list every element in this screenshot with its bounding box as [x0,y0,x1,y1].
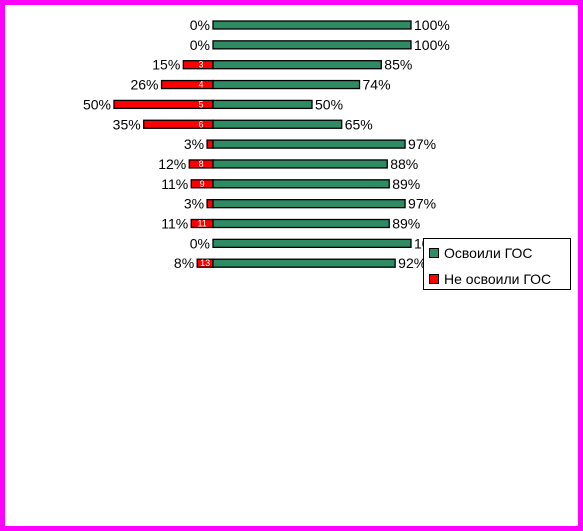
mastered-value-label: 89% [392,216,420,232]
bar-mastered [212,119,343,129]
not-mastered-value-label: 3% [184,136,204,152]
bar-number-label: 5 [198,99,203,109]
mastered-value-label: 88% [390,156,418,172]
legend-item-not-mastered: Не освоили ГОС [429,271,551,287]
legend-label-mastered: Освоили ГОС [444,245,533,261]
bar-mastered [212,258,396,268]
mastered-value-label: 97% [408,136,436,152]
bar-not-mastered [206,198,214,209]
mastered-value-label: 74% [363,77,391,93]
mastered-value-label: 100% [414,37,450,53]
bar-number-label: 11 [197,219,206,229]
bar-mastered [212,20,412,30]
bar-mastered [212,99,313,110]
not-mastered-value-label: 0% [190,37,210,53]
not-mastered-value-label: 11% [161,176,188,192]
bar-not-mastered [160,79,214,90]
bar-mastered [212,218,390,229]
not-mastered-value-label: 8% [174,255,194,271]
bar-number-label: 8 [199,159,204,169]
bar-mastered [212,179,390,189]
bar-mastered [212,79,361,90]
mastered-value-label: 89% [392,176,420,192]
not-mastered-value-label: 35% [113,116,141,132]
not-mastered-value-label: 15% [152,57,180,73]
bar-mastered [212,238,412,249]
bar-mastered [212,159,388,169]
legend-swatch-not-mastered [429,274,439,284]
not-mastered-value-label: 11% [161,216,188,232]
bar-number-label: 13 [200,258,210,268]
bar-mastered [212,198,406,209]
mastered-value-label: 97% [408,196,436,212]
not-mastered-value-label: 3% [184,196,204,212]
not-mastered-value-label: 0% [190,235,210,251]
mastered-value-label: 100% [414,17,450,33]
legend-item-mastered: Освоили ГОС [429,245,532,261]
not-mastered-value-label: 0% [190,17,210,33]
legend-swatch-mastered [429,248,439,258]
not-mastered-value-label: 26% [130,77,158,93]
bar-mastered [212,40,412,50]
bar-mastered [212,139,406,149]
mastered-value-label: 50% [315,96,343,112]
bar-mastered [212,60,382,70]
mastered-value-label: 92% [398,255,426,271]
bar-number-label: 6 [198,119,203,129]
bar-not-mastered [206,139,214,149]
bar-number-label: 4 [198,80,203,90]
not-mastered-value-label: 12% [158,156,186,172]
mastered-value-label: 65% [345,116,373,132]
bar-number-label: 3 [198,60,203,70]
bar-number-label: 9 [200,179,205,189]
legend-label-not-mastered: Не освоили ГОС [444,271,552,287]
mastered-value-label: 85% [384,57,412,73]
legend: Освоили ГОС Не освоили ГОС [423,238,571,290]
not-mastered-value-label: 50% [83,96,111,112]
